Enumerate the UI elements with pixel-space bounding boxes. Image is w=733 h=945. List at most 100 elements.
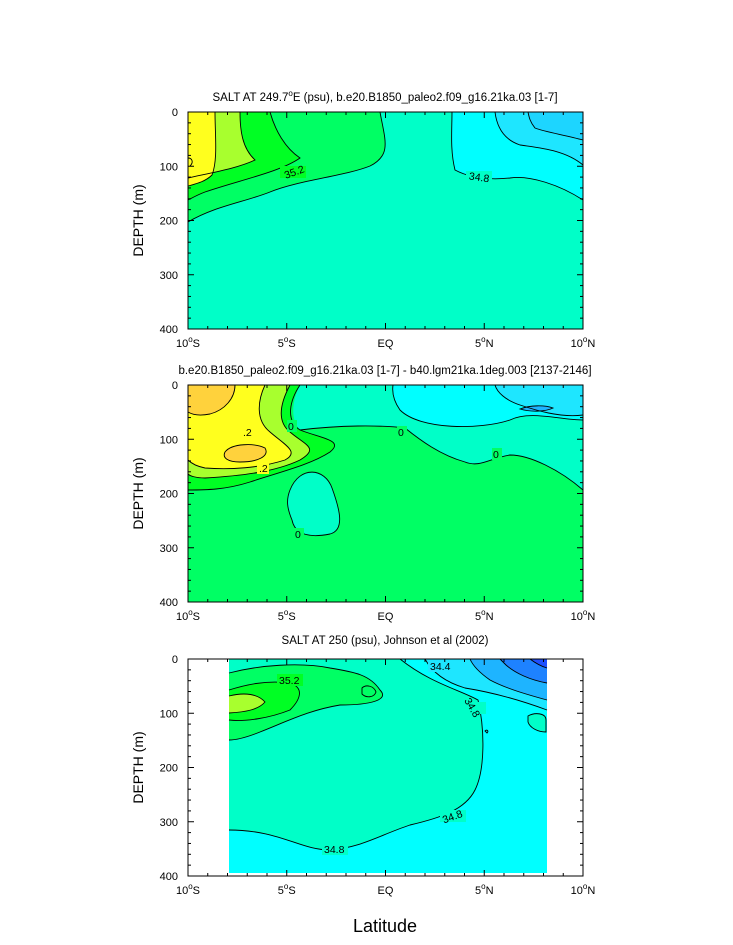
y-tick-label: 0: [172, 380, 178, 392]
p2-contour: [223, 444, 267, 463]
p3-contour: [529, 658, 548, 669]
p2-contour: [299, 425, 584, 491]
x-tick-label: 10oS: [176, 335, 200, 350]
p3-contour: [527, 713, 547, 733]
p1-contour: [494, 111, 584, 166]
p3-label-bg: [460, 702, 486, 714]
p2-contour-label: 0: [288, 421, 294, 433]
y-tick-label: 0: [172, 654, 178, 666]
p3-label-bg: [428, 660, 454, 672]
p2-region-aqua-blob: [287, 472, 340, 536]
panel-3-title: SALT AT 250 (psu), Johnson et al (2002): [282, 635, 489, 647]
p2-contour-label: 0: [493, 449, 499, 461]
p2-region-gold: [188, 385, 235, 416]
p2-region-blue: [520, 405, 553, 412]
p3-contour: [499, 658, 548, 684]
panel-3-fill: [229, 659, 547, 873]
p3-contour-label: 35.2: [279, 675, 300, 687]
x-tick-label: 10oN: [571, 335, 596, 350]
p3-contour-label: 34.4: [430, 661, 451, 673]
panel-1-contours: 35.2 34.8: [187, 111, 584, 223]
p1-contour: [527, 111, 584, 141]
x-tick-label: 5oS: [278, 882, 296, 897]
p2-contour: [392, 384, 584, 427]
p1-contour: [187, 111, 301, 201]
y-tick-label: 400: [160, 871, 178, 883]
y-tick-label: 0: [172, 107, 178, 119]
p1-contour: [187, 157, 193, 167]
x-tick-label: 10oS: [176, 882, 200, 897]
x-tick-label: 5oS: [278, 335, 296, 350]
x-tick-label: 10oS: [176, 608, 200, 623]
p1-contour: [187, 111, 386, 223]
p2-label-bg: [257, 462, 269, 474]
p2-contour-label: .2: [259, 463, 268, 475]
x-tick-label: EQ: [378, 885, 394, 897]
p1-region-yellow: [188, 112, 216, 186]
y-tick-label: 200: [160, 763, 178, 775]
y-tick-label: 300: [160, 543, 178, 555]
x-axis-label: Latitude: [353, 916, 417, 936]
y-tick-label: 200: [160, 489, 178, 501]
y-axis-label: DEPTH (m): [130, 184, 146, 256]
p2-contour-label: .2: [243, 427, 252, 439]
x-tick-label: 10oN: [571, 882, 596, 897]
p2-region-gold2: [224, 444, 267, 462]
y-tick-label: 400: [160, 597, 178, 609]
p2-label-bg: [294, 528, 304, 540]
x-tick-label: 10oN: [571, 608, 596, 623]
p1-region-sky2: [528, 112, 583, 140]
p3-contour: [484, 729, 489, 734]
p2-contour-label: 0: [398, 427, 404, 439]
p2-label-bg: [241, 426, 253, 438]
p1-contour-label: 34.8: [468, 171, 490, 186]
x-tick-label: 5oN: [475, 882, 494, 897]
p3-label-bg: [322, 843, 348, 855]
x-tick-label: 5oN: [475, 335, 494, 350]
p3-label-bg: [277, 674, 303, 686]
p1-region-sky: [495, 112, 583, 165]
y-tick-label: 100: [160, 434, 178, 446]
p3-contour-label: 34.8: [324, 844, 345, 856]
y-tick-label: 200: [160, 216, 178, 228]
panel-2-contours: .2 .2 0 0 0 0: [187, 384, 584, 541]
p2-region-sky: [495, 385, 583, 416]
p3-contour: [469, 658, 548, 701]
x-tick-label: EQ: [378, 338, 394, 350]
p3-region-blue2: [500, 659, 547, 683]
x-tick-label: 5oS: [278, 608, 296, 623]
p3-contour: [361, 685, 377, 698]
p3-region-lime: [229, 694, 265, 713]
panel-3: SALT AT 250 (psu), Johnson et al (2002): [130, 635, 595, 897]
p2-label-bg: [492, 448, 502, 460]
p2-contour: [494, 384, 584, 417]
x-tick-label: EQ: [378, 611, 394, 623]
p2-contour: [187, 384, 311, 479]
p1-contour: [187, 111, 256, 179]
p1-label-bg: [466, 171, 492, 183]
p2-label-bg: [397, 426, 407, 438]
panel-2: b.e20.B1850_paleo2.f09_g16.21ka.03 [1-7]…: [130, 365, 595, 623]
y-tick-label: 300: [160, 817, 178, 829]
p3-region-blue3: [530, 659, 547, 668]
p2-contour: [287, 471, 341, 537]
y-axis-label: DEPTH (m): [130, 457, 146, 529]
p3-label-bg: [440, 810, 466, 822]
y-axis-label: DEPTH (m): [130, 731, 146, 803]
p3-contour: [228, 681, 300, 721]
p2-contour-label: 0: [295, 529, 301, 541]
x-tick-label: 5oN: [475, 608, 494, 623]
p1-label-bg: [280, 166, 306, 178]
p3-region-green-blob: [362, 685, 376, 697]
p2-label-bg: [287, 420, 297, 432]
p2-contour: [187, 384, 292, 470]
p3-contour: [228, 664, 383, 741]
y-tick-label: 400: [160, 324, 178, 336]
p3-region-cyan-right: [229, 659, 547, 873]
p3-contour: [228, 693, 266, 714]
y-tick-label: 100: [160, 708, 178, 720]
